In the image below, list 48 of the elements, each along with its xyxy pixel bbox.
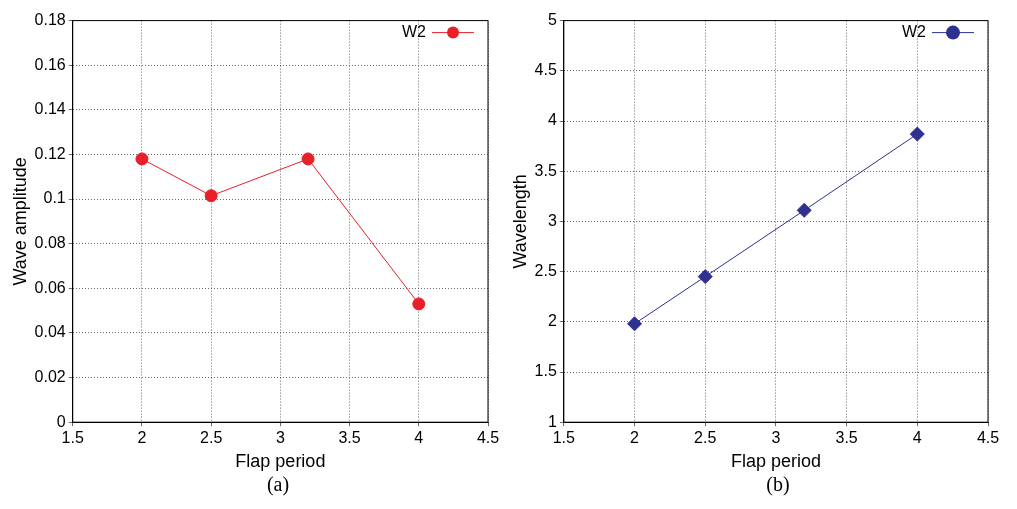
y-tick-label: 0.14 [34, 100, 66, 118]
point [627, 316, 643, 332]
y-tick-label: 4 [547, 111, 557, 129]
x-axis-title: Flap period [235, 451, 326, 472]
y-tick-label: 1.5 [534, 362, 557, 380]
y-tick-label: 3 [547, 211, 557, 229]
x-axis-title: Flap period [730, 451, 821, 472]
x-tick-label: 2 [630, 429, 640, 447]
x-tick-label: 3 [771, 429, 781, 447]
x-tick-label: 4.5 [476, 429, 500, 447]
x-tick-label: 4.5 [976, 429, 1000, 447]
y-tick-label: 0.12 [34, 144, 66, 162]
x-tick-label: 3 [275, 429, 285, 447]
y-tick-label: 0.1 [43, 189, 66, 207]
point [909, 126, 925, 142]
legend-label: W2 [402, 23, 427, 41]
point [204, 189, 218, 203]
y-tick-label: 0.18 [34, 11, 66, 29]
x-tick-label: 2.5 [200, 429, 223, 447]
y-tick-label: 4.5 [534, 61, 557, 79]
y-tick-label: 0.02 [34, 367, 66, 385]
y-tick-label: 0.08 [34, 234, 66, 252]
legend-label: W2 [902, 23, 927, 41]
y-tick-label: 0 [56, 412, 66, 430]
x-tick-label: 4 [414, 429, 424, 447]
x-tick-label: 2 [137, 429, 147, 447]
y-tick-label: 0.04 [34, 323, 66, 341]
y-tick-label: 1 [547, 412, 557, 430]
y-tick-label: 3.5 [534, 161, 557, 179]
point [412, 297, 426, 311]
text: (a) [265, 473, 291, 496]
y-tick-label: 0.16 [34, 55, 66, 73]
y-axis-title: Wavelength [509, 174, 530, 269]
y-tick-label: 5 [547, 11, 557, 29]
point [135, 152, 149, 166]
y-tick-label: 2 [547, 312, 557, 330]
point [796, 202, 812, 218]
point [301, 152, 315, 166]
y-tick-label: 2.5 [534, 262, 557, 280]
y-axis-title: Wave amplitude [9, 157, 30, 286]
x-tick-label: 1.5 [61, 429, 84, 447]
point [697, 269, 713, 285]
x-tick-label: 3.5 [338, 429, 361, 447]
x-tick-label: 2.5 [694, 429, 717, 447]
text: (b) [765, 473, 791, 496]
x-tick-label: 3.5 [835, 429, 858, 447]
x-tick-label: 4 [912, 429, 922, 447]
y-tick-label: 0.06 [34, 278, 66, 296]
